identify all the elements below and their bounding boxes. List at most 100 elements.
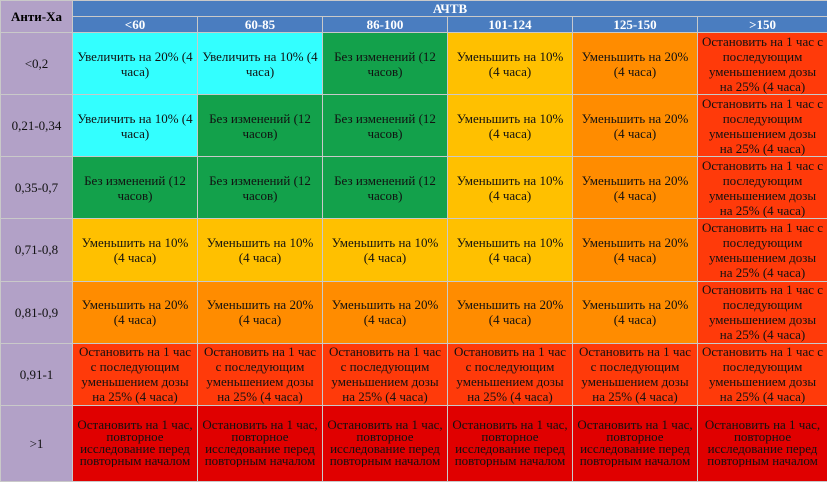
cell-text: Уменьшить на 20% (4 часа) bbox=[456, 297, 564, 328]
row-label: 0,21-0,34 bbox=[0, 94, 73, 158]
column-header: 60-85 bbox=[197, 16, 323, 33]
cell-text: Без изменений (12 часов) bbox=[334, 110, 436, 141]
cell-text: Остановить на 1 час с последующим уменьш… bbox=[702, 33, 824, 94]
dose-cell: Уменьшить на 20% (4 часа) bbox=[572, 94, 698, 158]
dose-cell: Уменьшить на 10% (4 часа) bbox=[447, 94, 573, 158]
dose-cell: Остановить на 1 час с последующим уменьш… bbox=[322, 342, 448, 406]
cell-text: Уменьшить на 10% (4 часа) bbox=[456, 110, 564, 141]
row-label: 0,35-0,7 bbox=[0, 156, 73, 220]
dose-cell: Остановить на 1 час, повторное исследова… bbox=[447, 404, 573, 482]
dose-cell: Уменьшить на 20% (4 часа) bbox=[197, 280, 323, 344]
cell-text: Увеличить на 10% (4 часа) bbox=[202, 48, 318, 79]
dose-cell: Увеличить на 10% (4 часа) bbox=[72, 94, 198, 158]
table-row: 0,81-0,9 Уменьшить на 20% (4 часа) Уменьши… bbox=[0, 280, 827, 344]
cell-text: Остановить на 1 час с последующим уменьш… bbox=[702, 344, 824, 405]
cell-text: Без изменений (12 часов) bbox=[209, 110, 311, 141]
cell-text: Увеличить на 10% (4 часа) bbox=[77, 110, 193, 141]
dose-cell: Остановить на 1 час с последующим уменьш… bbox=[696, 280, 827, 344]
cell-text: Уменьшить на 20% (4 часа) bbox=[581, 234, 689, 265]
dose-cell: Остановить на 1 час с последующим уменьш… bbox=[696, 218, 827, 282]
cell-text: Без изменений (12 часов) bbox=[334, 48, 436, 79]
column-header: 101-124 bbox=[447, 16, 573, 33]
cell-text: Остановить на 1 час с последующим уменьш… bbox=[702, 95, 824, 156]
dose-cell: Без изменений (12 часов) bbox=[322, 94, 448, 158]
cell-text: Без изменений (12 часов) bbox=[84, 172, 186, 203]
dose-cell: Уменьшить на 20% (4 часа) bbox=[72, 280, 198, 344]
cell-text: Уменьшить на 10% (4 часа) bbox=[206, 234, 314, 265]
dose-cell: Без изменений (12 часов) bbox=[322, 156, 448, 220]
dose-cell: Уменьшить на 10% (4 часа) bbox=[447, 156, 573, 220]
column-header: <60 bbox=[72, 16, 198, 33]
row-label: <0,2 bbox=[0, 31, 73, 96]
column-header: >150 bbox=[696, 16, 827, 33]
table-row: 0,91-1 Остановить на 1 час с последующим … bbox=[0, 342, 827, 406]
dose-cell: Уменьшить на 20% (4 часа) bbox=[572, 280, 698, 344]
cell-text: Уменьшить на 20% (4 часа) bbox=[581, 297, 689, 328]
dose-cell: Уменьшить на 20% (4 часа) bbox=[572, 31, 698, 96]
cell-text: Остановить на 1 час с последующим уменьш… bbox=[702, 282, 824, 343]
dose-cell: Остановить на 1 час, повторное исследова… bbox=[696, 404, 827, 482]
cell-text: Без изменений (12 часов) bbox=[209, 172, 311, 203]
cell-text: Уменьшить на 10% (4 часа) bbox=[456, 234, 564, 265]
dose-cell: Остановить на 1 час с последующим уменьш… bbox=[572, 342, 698, 406]
dose-cell: Без изменений (12 часов) bbox=[197, 156, 323, 220]
table-row: 0,21-0,34 Увеличить на 10% (4 часа) Без из… bbox=[0, 94, 827, 158]
cell-text: Остановить на 1 час, повторное исследова… bbox=[452, 419, 568, 468]
dose-cell: Остановить на 1 час, повторное исследова… bbox=[322, 404, 448, 482]
cell-text: Уменьшить на 10% (4 часа) bbox=[81, 234, 189, 265]
column-header: 86-100 bbox=[322, 16, 448, 33]
dose-cell: Уменьшить на 10% (4 часа) bbox=[447, 218, 573, 282]
cell-text: Уменьшить на 10% (4 часа) bbox=[456, 48, 564, 79]
cell-text: Уменьшить на 20% (4 часа) bbox=[581, 172, 689, 203]
dose-cell: Уменьшить на 20% (4 часа) bbox=[322, 280, 448, 344]
dose-cell: Остановить на 1 час, повторное исследова… bbox=[72, 404, 198, 482]
dose-cell: Остановить на 1 час с последующим уменьш… bbox=[447, 342, 573, 406]
dose-cell: Уменьшить на 10% (4 часа) bbox=[72, 218, 198, 282]
cell-text: Остановить на 1 час с последующим уменьш… bbox=[702, 219, 824, 280]
dose-cell: Уменьшить на 20% (4 часа) bbox=[572, 218, 698, 282]
row-label: 0,81-0,9 bbox=[0, 280, 73, 344]
dose-cell: Увеличить на 10% (4 часа) bbox=[197, 31, 323, 96]
cell-text: Остановить на 1 час, повторное исследова… bbox=[704, 419, 821, 468]
dose-cell: Без изменений (12 часов) bbox=[72, 156, 198, 220]
group-header: АЧТВ bbox=[71, 0, 827, 17]
dose-cell: Остановить на 1 час с последующим уменьш… bbox=[72, 342, 198, 406]
dose-cell: Остановить на 1 час с последующим уменьш… bbox=[696, 342, 827, 406]
cell-text: Уменьшить на 20% (4 часа) bbox=[206, 297, 314, 328]
table-row: 0,71-0,8 Уменьшить на 10% (4 часа) Уменьши… bbox=[0, 218, 827, 282]
cell-text: Остановить на 1 час, повторное исследова… bbox=[327, 419, 443, 468]
dose-cell: Остановить на 1 час с последующим уменьш… bbox=[696, 31, 827, 96]
cell-text: Остановить на 1 час, повторное исследова… bbox=[577, 419, 693, 468]
row-label: 0,91-1 bbox=[0, 342, 73, 406]
dose-cell: Остановить на 1 час, повторное исследова… bbox=[197, 404, 323, 482]
cell-text: Без изменений (12 часов) bbox=[334, 172, 436, 203]
cell-text: Увеличить на 20% (4 часа) bbox=[77, 48, 193, 79]
dose-cell: Без изменений (12 часов) bbox=[322, 31, 448, 96]
column-header: 125-150 bbox=[572, 16, 698, 33]
cell-text: Остановить на 1 час с последующим уменьш… bbox=[454, 344, 566, 405]
dose-cell: Остановить на 1 час, повторное исследова… bbox=[572, 404, 698, 482]
dose-cell: Уменьшить на 10% (4 часа) bbox=[447, 31, 573, 96]
cell-text: Остановить на 1 час с последующим уменьш… bbox=[329, 344, 441, 405]
cell-text: Остановить на 1 час с последующим уменьш… bbox=[204, 344, 316, 405]
cell-text: Остановить на 1 час с последующим уменьш… bbox=[702, 157, 824, 218]
row-label: 0,71-0,8 bbox=[0, 218, 73, 282]
cell-text: Уменьшить на 20% (4 часа) bbox=[581, 48, 689, 79]
row-label: >1 bbox=[0, 404, 73, 482]
cell-text: Уменьшить на 20% (4 часа) bbox=[81, 297, 189, 328]
table-row: 0,35-0,7 Без изменений (12 часов) Без изме… bbox=[0, 156, 827, 220]
dose-cell: Уменьшить на 10% (4 часа) bbox=[322, 218, 448, 282]
cell-text: Уменьшить на 10% (4 часа) bbox=[331, 234, 439, 265]
cell-text: Остановить на 1 час, повторное исследова… bbox=[202, 419, 318, 468]
dose-cell: Без изменений (12 часов) bbox=[197, 94, 323, 158]
corner-header: Анти-Ха bbox=[0, 0, 73, 33]
table-row: >1 Остановить на 1 час, повторное исследо… bbox=[0, 404, 827, 482]
cell-text: Остановить на 1 час, повторное исследова… bbox=[77, 419, 193, 468]
table-row: <0,2 Увеличить на 20% (4 часа) Увеличить н… bbox=[0, 31, 827, 96]
cell-text: Остановить на 1 час с последующим уменьш… bbox=[579, 344, 691, 405]
dose-cell: Уменьшить на 20% (4 часа) bbox=[572, 156, 698, 220]
cell-text: Уменьшить на 20% (4 часа) bbox=[581, 110, 689, 141]
dose-cell: Уменьшить на 10% (4 часа) bbox=[197, 218, 323, 282]
dose-cell: Остановить на 1 час с последующим уменьш… bbox=[696, 156, 827, 220]
